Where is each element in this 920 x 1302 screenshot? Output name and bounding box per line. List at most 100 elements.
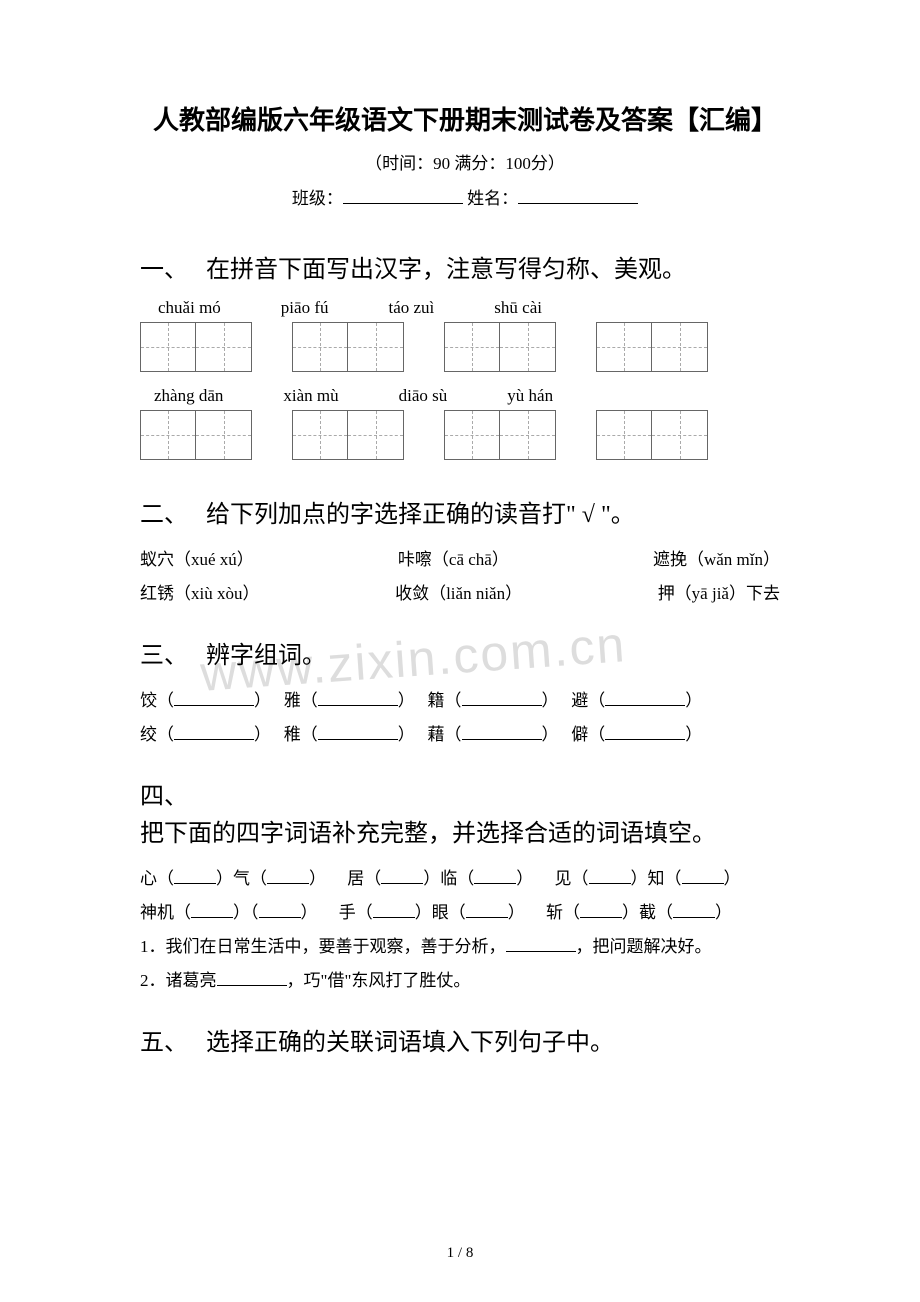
idiom-blank[interactable]: [589, 866, 631, 884]
subtitle-mid: 满分：: [450, 154, 505, 173]
idiom-part: 神机（: [140, 903, 191, 922]
word-blank[interactable]: [174, 722, 254, 740]
section4-title: 把下面的四字词语补充完整，并选择合适的词语填空。: [140, 821, 716, 847]
idiom-blank[interactable]: [267, 866, 309, 884]
word-blank[interactable]: [318, 722, 398, 740]
idiom-part: 手（: [339, 903, 373, 922]
idiom-part: 心（: [140, 869, 174, 888]
word-blank[interactable]: [605, 688, 685, 706]
idiom-part: ）: [309, 869, 326, 888]
q-text: 2．诸葛亮: [140, 971, 217, 990]
char-box[interactable]: [348, 322, 404, 372]
box-group: [292, 410, 404, 460]
idiom-blank[interactable]: [466, 900, 508, 918]
section2-line1: 蚁穴（xué xú） 咔嚓（cā chā） 遮挽（wǎn mǐn）: [140, 543, 780, 577]
char-box[interactable]: [652, 410, 708, 460]
idiom-blank[interactable]: [259, 900, 301, 918]
idiom-blank[interactable]: [580, 900, 622, 918]
char-box[interactable]: [348, 410, 404, 460]
idiom-part: ）: [516, 869, 533, 888]
section1-head: 一、在拼音下面写出汉字，注意写得匀称、美观。: [140, 249, 790, 284]
idiom-blank[interactable]: [381, 866, 423, 884]
idiom-blank[interactable]: [673, 900, 715, 918]
char-box[interactable]: [292, 410, 348, 460]
idiom-part: ）知（: [631, 869, 682, 888]
paren: ）: [254, 691, 271, 710]
paren: ）: [398, 725, 415, 744]
word-blank[interactable]: [605, 722, 685, 740]
char: 饺（: [140, 691, 174, 710]
pinyin: diāo sù: [399, 386, 448, 406]
word-blank[interactable]: [462, 688, 542, 706]
pinyin-row-1: chuǎi mó piāo fú táo zuì shū cài: [140, 298, 790, 318]
char-box[interactable]: [500, 410, 556, 460]
char-box[interactable]: [500, 322, 556, 372]
char-box[interactable]: [444, 322, 500, 372]
char-box[interactable]: [652, 322, 708, 372]
info-line: 班级： 姓名：: [140, 184, 790, 209]
word-blank[interactable]: [318, 688, 398, 706]
char: 绞（: [140, 725, 174, 744]
section5-num: 五、: [140, 1030, 188, 1056]
box-group: [444, 410, 556, 460]
idiom-part: 居（: [347, 869, 381, 888]
section4-num: 四、: [140, 784, 188, 810]
section4-num-line: 四、: [140, 776, 790, 811]
char-box[interactable]: [444, 410, 500, 460]
box-group: [140, 410, 252, 460]
q-item: 红锈（xiù xòu）: [140, 577, 259, 611]
char-box[interactable]: [196, 322, 252, 372]
word-blank[interactable]: [174, 688, 254, 706]
section4-q2: 2．诸葛亮 ，巧"借"东风打了胜仗。: [140, 964, 790, 998]
section3-head: 三、辨字组词。: [140, 635, 790, 670]
name-blank[interactable]: [518, 186, 638, 204]
answer-blank[interactable]: [506, 934, 576, 952]
idiom-part: 见（: [555, 869, 589, 888]
class-blank[interactable]: [343, 186, 463, 204]
pinyin: chuǎi mó: [158, 298, 221, 318]
subtitle: （时间：90 满分：100分）: [140, 149, 790, 174]
word-blank[interactable]: [462, 722, 542, 740]
q-text: 1．我们在日常生活中，要善于观察，善于分析，: [140, 937, 506, 956]
pinyin: xiàn mù: [283, 386, 338, 406]
idiom-blank[interactable]: [373, 900, 415, 918]
char-box[interactable]: [140, 410, 196, 460]
pinyin: piāo fú: [281, 298, 329, 318]
char-box[interactable]: [596, 322, 652, 372]
idiom-part: 斩（: [546, 903, 580, 922]
idiom-part: ）眼（: [415, 903, 466, 922]
paren: ）: [685, 691, 702, 710]
char-box[interactable]: [596, 410, 652, 460]
boxes-row-1: [140, 322, 790, 372]
section2-num: 二、: [140, 502, 188, 528]
q-text: ，巧"借"东风打了胜仗。: [287, 971, 471, 990]
paren: ）: [542, 725, 559, 744]
q-item: 咔嚓（cā chā）: [398, 543, 509, 577]
idiom-part: ）: [508, 903, 525, 922]
subtitle-time: 90: [433, 154, 450, 173]
pinyin: shū cài: [494, 298, 542, 318]
char-box[interactable]: [196, 410, 252, 460]
section2-title: 给下列加点的字选择正确的读音打" √ "。: [206, 502, 635, 528]
char-box[interactable]: [292, 322, 348, 372]
section2-head: 二、给下列加点的字选择正确的读音打" √ "。: [140, 494, 790, 529]
q-item: 收敛（liǎn niǎn）: [395, 577, 522, 611]
idiom-blank[interactable]: [191, 900, 233, 918]
page-number: 1 / 8: [0, 1245, 920, 1262]
idiom-blank[interactable]: [682, 866, 724, 884]
subtitle-score: 100分）: [505, 154, 565, 173]
q-item: 蚁穴（xué xú）: [140, 543, 254, 577]
subtitle-time-prefix: （时间：: [365, 154, 433, 173]
pinyin: yù hán: [507, 386, 553, 406]
answer-blank[interactable]: [217, 968, 287, 986]
q-text: ，把问题解决好。: [576, 937, 712, 956]
idiom-blank[interactable]: [474, 866, 516, 884]
section1-title: 在拼音下面写出汉字，注意写得匀称、美观。: [206, 257, 686, 283]
section1-num: 一、: [140, 257, 188, 283]
idiom-part: ）: [301, 903, 318, 922]
boxes-row-2: [140, 410, 790, 460]
pinyin: zhàng dān: [154, 386, 223, 406]
paren: ）: [542, 691, 559, 710]
idiom-blank[interactable]: [174, 866, 216, 884]
char-box[interactable]: [140, 322, 196, 372]
